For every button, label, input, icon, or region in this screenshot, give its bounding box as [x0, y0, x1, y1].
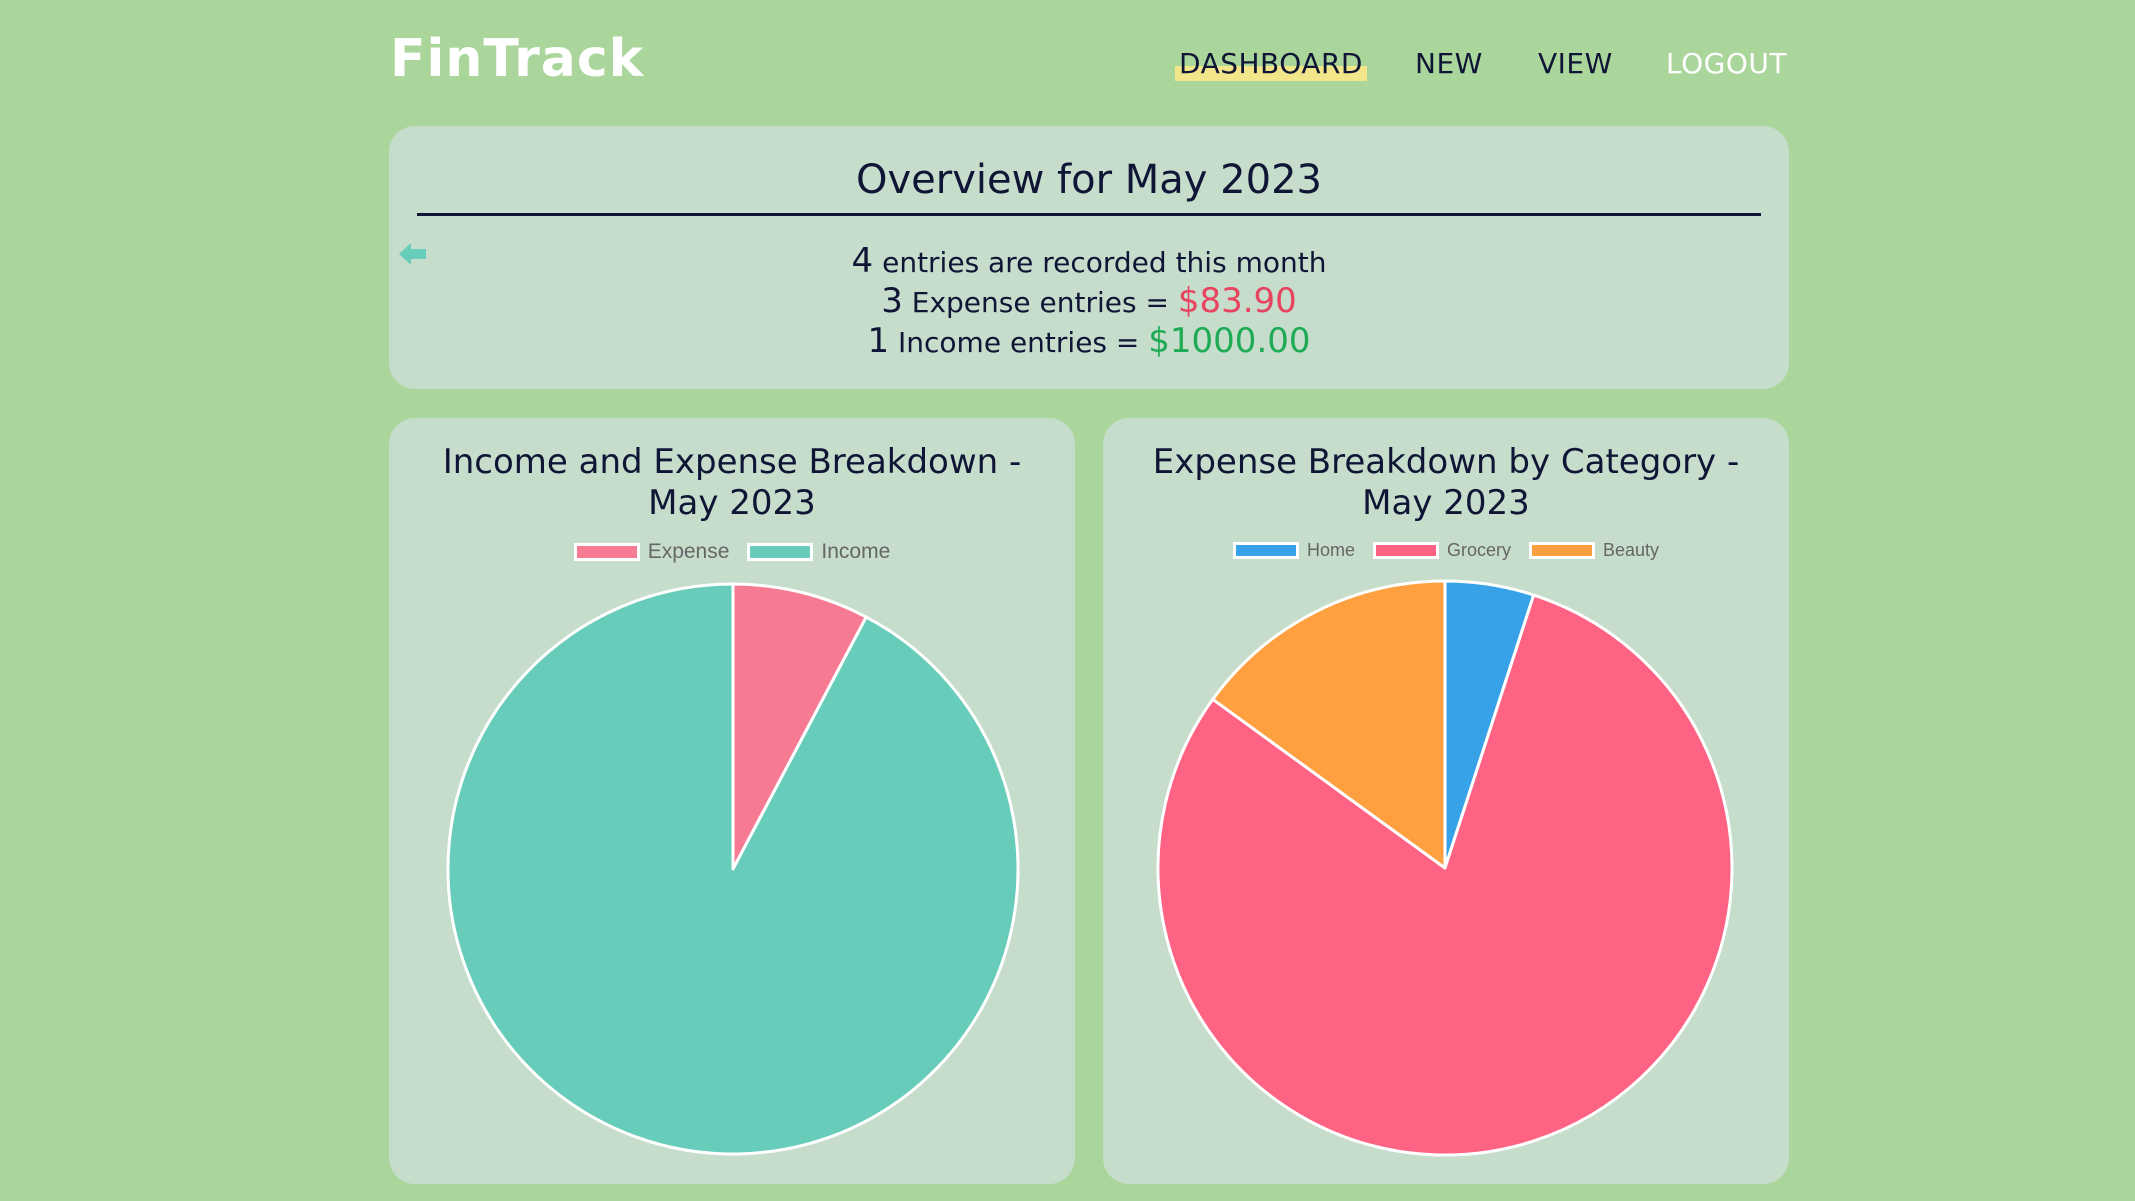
overview-panel: Overview for May 2023 4 entries are reco… — [389, 126, 1789, 389]
overview-title: Overview for May 2023 — [856, 157, 1322, 203]
legend-label-grocery: Grocery — [1446, 540, 1511, 560]
pie-slice-expense[interactable] — [731, 582, 868, 871]
legend-label-expense: Expense — [647, 540, 730, 563]
pie-slice-income[interactable] — [446, 582, 1020, 1156]
expense-text: Expense entries = — [911, 286, 1169, 319]
nav-dashboard[interactable]: DASHBOARD — [1175, 44, 1367, 84]
pie-slice-beauty[interactable] — [1211, 579, 1447, 870]
entries-text: entries are recorded this month — [882, 246, 1327, 279]
nav-logout[interactable]: LOGOUT — [1666, 47, 1787, 80]
expense-summary: 3 Expense entries = $83.90 — [389, 281, 1789, 323]
legend-swatch-grocery — [1372, 542, 1439, 559]
income-expense-chart-card: Income and Expense Breakdown - May 2023 … — [389, 418, 1075, 1184]
legend-item-grocery[interactable]: Grocery — [1372, 540, 1511, 561]
income-count: 1 — [867, 321, 890, 361]
legend-swatch-home — [1232, 542, 1299, 559]
legend-label-beauty: Beauty — [1602, 540, 1660, 560]
legend-swatch-expense — [573, 543, 640, 561]
entries-summary: 4 entries are recorded this month — [389, 241, 1789, 283]
legend-item-beauty[interactable]: Beauty — [1528, 540, 1660, 561]
back-arrow-icon[interactable] — [397, 238, 429, 270]
legend-label-home: Home — [1306, 540, 1355, 560]
income-summary: 1 Income entries = $1000.00 — [389, 321, 1789, 363]
expense-category-pie-chart — [1156, 579, 1734, 1157]
income-text: Income entries = — [898, 326, 1140, 359]
nav-view[interactable]: VIEW — [1538, 47, 1613, 80]
expense-count: 3 — [881, 281, 903, 321]
legend-swatch-beauty — [1528, 542, 1595, 559]
main-nav: DASHBOARD NEW VIEW LOGOUT — [1160, 44, 1790, 84]
expense-category-chart-title: Expense Breakdown by Category - May 2023 — [1152, 442, 1740, 523]
overview-divider — [417, 213, 1761, 216]
income-amount: $1000.00 — [1148, 321, 1311, 361]
expense-amount: $83.90 — [1177, 281, 1297, 321]
entries-count: 4 — [851, 241, 874, 281]
income-expense-pie-chart — [446, 582, 1020, 1156]
legend-swatch-income — [747, 543, 814, 561]
legend-item-home[interactable]: Home — [1232, 540, 1355, 561]
legend-item-income[interactable]: Income — [747, 540, 890, 564]
income-expense-legend: Expense Income — [389, 540, 1075, 564]
legend-label-income: Income — [821, 540, 891, 563]
app-logo[interactable]: FinTrack — [390, 29, 645, 89]
nav-new[interactable]: NEW — [1415, 47, 1483, 80]
expense-category-chart-card: Expense Breakdown by Category - May 2023… — [1103, 418, 1789, 1184]
income-expense-chart-title: Income and Expense Breakdown - May 2023 — [442, 442, 1022, 523]
pie-slice-grocery[interactable] — [1156, 593, 1734, 1157]
expense-category-legend: Home Grocery Beauty — [1103, 540, 1789, 561]
legend-item-expense[interactable]: Expense — [573, 540, 730, 564]
